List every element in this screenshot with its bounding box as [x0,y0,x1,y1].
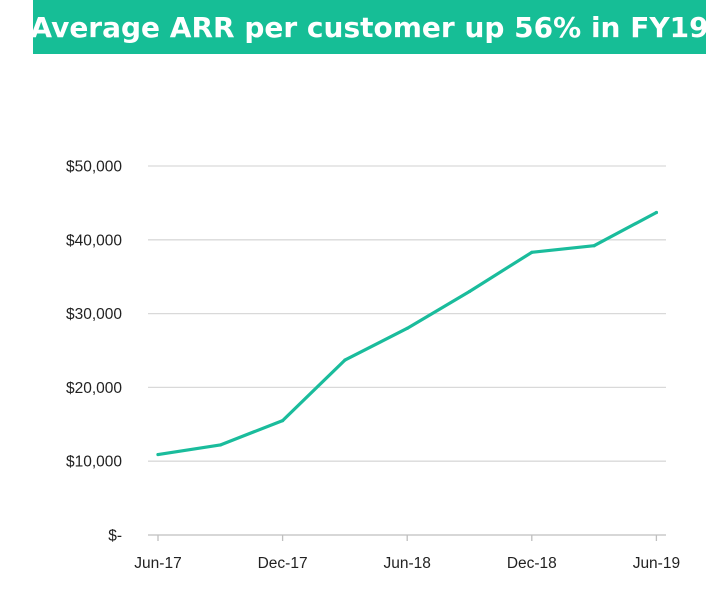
x-tick-label: Jun-17 [134,555,181,572]
gridlines [148,165,666,462]
y-tick-label: $10,000 [66,454,122,471]
x-tick-label: Jun-19 [633,555,680,572]
y-tick-label: $30,000 [66,306,122,323]
x-axis-labels: Jun-17 Dec-17 Jun-18 Dec-18 Jun-19 [134,555,680,572]
data-point [281,419,285,423]
data-point [405,326,409,330]
x-tick-label: Jun-18 [383,555,430,572]
data-point [156,452,160,457]
data-point [467,289,472,294]
x-tick-label: Dec-18 [507,555,557,572]
series-layer [156,210,659,457]
title-banner: Average ARR per customer up 56% in FY19 [30,0,706,54]
data-point [218,443,222,447]
x-axis [148,534,666,541]
data-point [592,244,596,248]
series-line [156,210,659,457]
y-axis-labels: $- $10,000 $20,000 $30,000 $40,000 $50,000 [66,159,122,545]
y-tick-label: $- [108,528,122,545]
y-tick-label: $40,000 [66,232,122,249]
data-point [343,358,347,362]
x-tick-label: Dec-17 [258,555,308,572]
chart-title: Average ARR per customer up 56% in FY19 [30,10,706,44]
data-point [530,250,534,254]
data-point [654,210,659,215]
y-tick-label: $50,000 [66,159,122,176]
y-tick-label: $20,000 [66,380,122,397]
